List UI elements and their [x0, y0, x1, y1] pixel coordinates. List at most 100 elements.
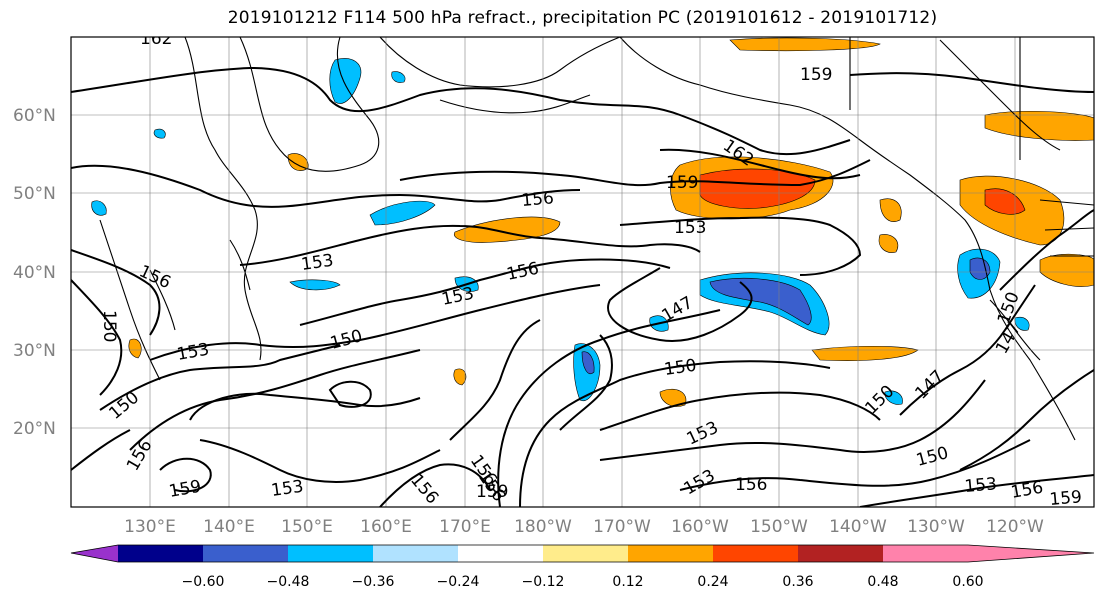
colorbar-tick-label: −0.24	[437, 574, 480, 590]
contour-line	[607, 267, 753, 342]
lon-label: 170°E	[439, 517, 491, 537]
colorbar-swatch	[628, 545, 713, 562]
map-area: 162 159 162 159 156 153 153 156 153 156 …	[71, 37, 1094, 510]
precip-strong-negative-area	[709, 278, 812, 326]
latitude-labels: 60°N 50°N 40°N 30°N 20°N	[13, 106, 56, 439]
colorbar-tick-label: −0.60	[182, 574, 225, 590]
precip-positive-area	[878, 234, 899, 253]
contour-line	[149, 284, 601, 361]
precip-negative-area	[1014, 317, 1030, 331]
lon-label: 140°W	[829, 517, 887, 537]
contour-line	[619, 216, 862, 276]
colorbar-swatch	[71, 545, 118, 562]
colorbar-tick-label: 0.12	[612, 574, 643, 590]
colorbar-tick-label: −0.12	[522, 574, 565, 590]
colorbar-tick-label: 0.36	[782, 574, 813, 590]
contour-line	[399, 159, 871, 187]
colorbar-tick-label: 0.24	[697, 574, 728, 590]
precip-positive-area	[287, 153, 309, 171]
graticule	[71, 37, 1094, 507]
map-frame	[70, 36, 1095, 508]
contour-line	[959, 369, 1094, 471]
lon-label: 180°W	[514, 517, 572, 537]
lon-label: 130°E	[124, 517, 176, 537]
contour-label: 150	[99, 310, 119, 342]
contour-line	[899, 284, 1036, 416]
lat-label: 50°N	[13, 184, 56, 204]
contour-line	[299, 258, 671, 326]
contour-line	[519, 360, 831, 507]
contour-label: 153	[300, 251, 335, 275]
precip-negative-area	[884, 390, 903, 405]
lon-label: 150°E	[281, 517, 333, 537]
colorbar-tick-label: −0.48	[267, 574, 310, 590]
lon-label: 140°E	[203, 517, 255, 537]
contour-line	[599, 391, 881, 431]
contour-label: 153	[674, 218, 706, 238]
colorbar-outline	[70, 544, 1095, 563]
contour-label: 159	[666, 173, 698, 193]
colorbar-swatch	[798, 545, 883, 562]
contour-line	[129, 349, 421, 451]
contour-label: 159	[1049, 487, 1083, 510]
lon-label: 170°W	[593, 517, 651, 537]
contour-line	[328, 380, 372, 408]
precip-positive-area	[729, 37, 881, 52]
colorbar-swatch	[203, 545, 288, 562]
lat-label: 40°N	[13, 263, 56, 283]
precip-negative-area	[329, 58, 362, 104]
contour-line	[559, 334, 613, 431]
contour-label: 150	[663, 356, 698, 380]
contour-line	[849, 72, 1094, 93]
contour-line	[599, 379, 986, 461]
colorbar: −0.60 −0.48 −0.36 −0.24 −0.12 0.12 0.24 …	[70, 544, 1095, 590]
contour-label: 156	[735, 475, 767, 495]
contour-line	[449, 319, 541, 441]
precip-negative-area	[391, 71, 406, 83]
contour-label: 159	[800, 65, 832, 85]
contour-line	[71, 429, 131, 471]
colorbar-swatch	[543, 545, 628, 562]
colorbar-swatch	[458, 545, 543, 562]
colorbar-swatch	[373, 545, 458, 562]
contour-line	[159, 457, 212, 493]
contour-line	[239, 224, 701, 266]
contour-line	[189, 392, 421, 421]
precip-strong-negative-area	[581, 351, 595, 374]
contour-line	[679, 439, 1031, 491]
lon-label: 120°W	[986, 517, 1044, 537]
contour-line	[659, 148, 861, 180]
colorbar-tick-label: −0.36	[352, 574, 395, 590]
lat-label: 30°N	[13, 341, 56, 361]
precip-positive-area	[1039, 253, 1094, 287]
longitude-labels: 130°E 140°E 150°E 160°E 170°E 180°W 170°…	[124, 517, 1044, 537]
colorbar-tick-label: 0.48	[867, 574, 898, 590]
precip-positive-area	[984, 110, 1094, 141]
contour-label: 153	[964, 474, 998, 497]
contour-label: 159	[476, 482, 508, 502]
lon-label: 160°E	[360, 517, 412, 537]
contour-line	[999, 209, 1094, 291]
contour-line	[71, 249, 161, 336]
precip-positive-area	[453, 368, 467, 386]
colorbar-swatch	[713, 545, 798, 562]
precip-positive-area	[879, 198, 902, 222]
contour-line	[497, 309, 721, 507]
lat-label: 60°N	[13, 106, 56, 126]
contour-label: 153	[270, 477, 305, 501]
contour-line	[379, 463, 491, 507]
contour-line	[71, 164, 581, 208]
contour-line	[71, 279, 123, 396]
precip-positive-area	[659, 388, 687, 407]
lat-label: 20°N	[13, 419, 56, 439]
precip-negative-area	[91, 200, 107, 216]
colorbar-tick-label: 0.60	[952, 574, 983, 590]
colorbar-swatch	[968, 545, 1094, 562]
contour-line	[859, 474, 1094, 507]
contour-line	[199, 439, 441, 483]
precip-positive-area	[128, 338, 142, 359]
precip-negative-area	[289, 279, 341, 291]
lon-label: 130°W	[907, 517, 965, 537]
refractivity-contours	[71, 66, 1094, 507]
